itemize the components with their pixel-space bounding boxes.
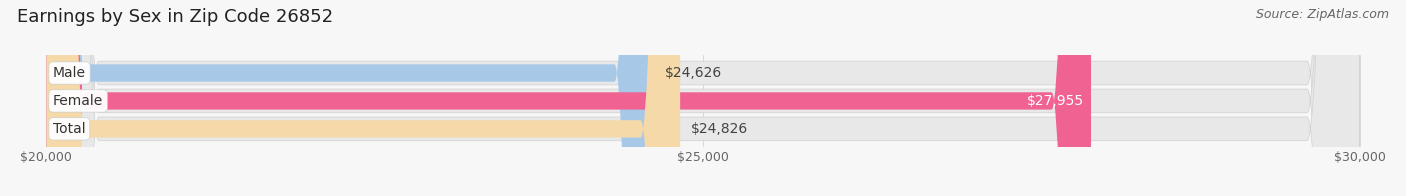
Text: $27,955: $27,955: [1028, 94, 1084, 108]
FancyBboxPatch shape: [46, 0, 1360, 196]
Text: Total: Total: [53, 122, 86, 136]
FancyBboxPatch shape: [46, 0, 1360, 196]
Text: Male: Male: [53, 66, 86, 80]
Text: Female: Female: [53, 94, 103, 108]
Text: $24,826: $24,826: [690, 122, 748, 136]
FancyBboxPatch shape: [46, 0, 681, 196]
Text: Source: ZipAtlas.com: Source: ZipAtlas.com: [1256, 8, 1389, 21]
FancyBboxPatch shape: [46, 0, 1091, 196]
Text: $24,626: $24,626: [665, 66, 721, 80]
FancyBboxPatch shape: [46, 0, 1360, 196]
FancyBboxPatch shape: [46, 0, 654, 196]
Text: Earnings by Sex in Zip Code 26852: Earnings by Sex in Zip Code 26852: [17, 8, 333, 26]
